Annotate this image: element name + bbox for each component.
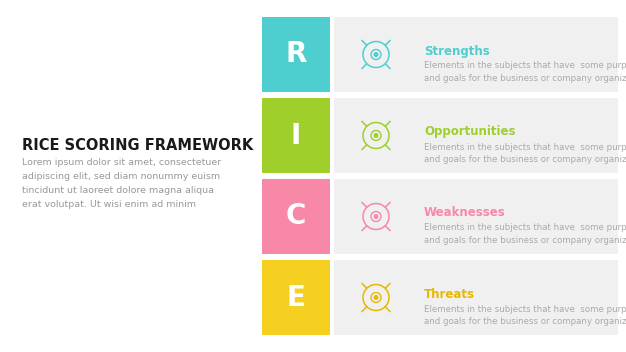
FancyBboxPatch shape (334, 179, 618, 254)
Text: Weaknesses: Weaknesses (424, 207, 506, 220)
Text: I: I (291, 121, 301, 150)
Text: Elements in the subjects that have  some purposes
and goals for the business or : Elements in the subjects that have some … (424, 224, 626, 245)
Text: Elements in the subjects that have  some purposes
and goals for the business or : Elements in the subjects that have some … (424, 62, 626, 83)
Text: Threats: Threats (424, 288, 475, 301)
Text: Strengths: Strengths (424, 44, 490, 57)
FancyBboxPatch shape (262, 260, 330, 335)
FancyBboxPatch shape (334, 17, 618, 92)
Text: RICE SCORING FRAMEWORK: RICE SCORING FRAMEWORK (22, 138, 254, 153)
Text: Elements in the subjects that have  some purposes
and goals for the business or : Elements in the subjects that have some … (424, 143, 626, 164)
Text: Elements in the subjects that have  some purposes
and goals for the business or : Elements in the subjects that have some … (424, 304, 626, 326)
Circle shape (374, 295, 379, 300)
Text: Lorem ipsum dolor sit amet, consectetuer
adipiscing elit, sed diam nonummy euism: Lorem ipsum dolor sit amet, consectetuer… (22, 158, 221, 209)
Circle shape (374, 133, 379, 138)
FancyBboxPatch shape (334, 260, 618, 335)
FancyBboxPatch shape (262, 17, 330, 92)
FancyBboxPatch shape (262, 98, 330, 173)
Circle shape (374, 214, 379, 219)
FancyBboxPatch shape (334, 98, 618, 173)
Text: Opportunities: Opportunities (424, 126, 515, 138)
Text: C: C (286, 202, 306, 231)
Text: E: E (287, 283, 305, 312)
FancyBboxPatch shape (262, 179, 330, 254)
Circle shape (374, 52, 379, 57)
Text: R: R (285, 40, 307, 69)
